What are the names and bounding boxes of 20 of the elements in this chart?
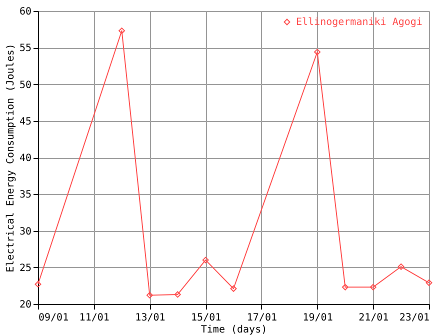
x-tick-label: 19/01 [302, 312, 333, 324]
x-tick-label: 21/01 [358, 312, 389, 324]
y-tick-label: 60 [19, 6, 32, 18]
y-axis-title: Electrical Energy Consumption (Joules) [5, 44, 16, 272]
y-tick-label: 35 [19, 190, 32, 201]
y-tick-label: 50 [19, 80, 32, 91]
y-tick-label: 30 [19, 226, 32, 238]
x-tick-label: 09/01 [38, 312, 69, 324]
y-tick-label: 20 [19, 300, 32, 310]
y-tick-label: 55 [19, 43, 32, 54]
x-tick-label: 15/01 [191, 312, 222, 324]
x-tick-label: 17/01 [246, 312, 277, 324]
x-tick-label: 11/01 [79, 312, 110, 324]
legend-label: Ellinogermaniki Agogi [296, 17, 422, 28]
y-tick-label: 45 [19, 116, 32, 128]
y-tick-label: 25 [19, 262, 32, 274]
x-axis-title: Time (days) [200, 324, 268, 336]
x-tick-label: 23/01 [399, 312, 430, 324]
x-tick-label: 13/01 [135, 312, 166, 324]
y-tick-label: 40 [19, 153, 32, 164]
